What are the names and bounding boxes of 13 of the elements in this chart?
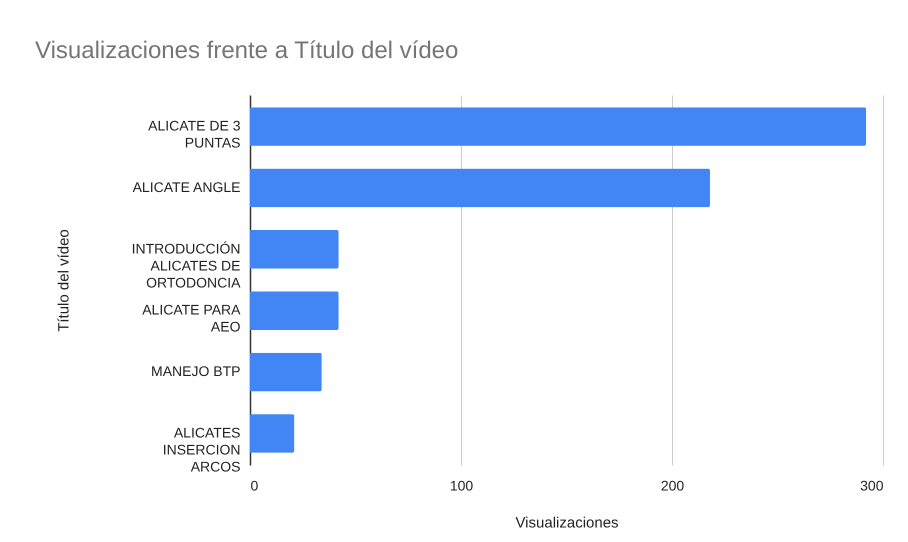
chart-title: Visualizaciones frente a Título del vídeo: [35, 37, 458, 64]
x-tick-label: 300: [860, 478, 884, 494]
x-tick-label: 200: [660, 478, 684, 494]
y-tick-label: INTRODUCCIÓN ALICATES DE ORTODONCIA: [132, 240, 242, 290]
x-axis-title: Visualizaciones: [515, 514, 619, 532]
y-tick-label: ALICATES INSERCION ARCOS: [162, 424, 240, 474]
y-tick-label: MANEJO BTP: [151, 363, 240, 380]
y-tick-label: ALICATE DE 3 PUNTAS: [148, 118, 241, 151]
y-tick-label: ALICATE ANGLE: [132, 178, 240, 195]
x-tick-label: 100: [450, 478, 474, 494]
y-tick-label: ALICATE PARA AEO: [142, 302, 242, 335]
x-tick-label: 0: [250, 478, 258, 494]
y-axis-title: Título del vídeo: [56, 229, 73, 332]
